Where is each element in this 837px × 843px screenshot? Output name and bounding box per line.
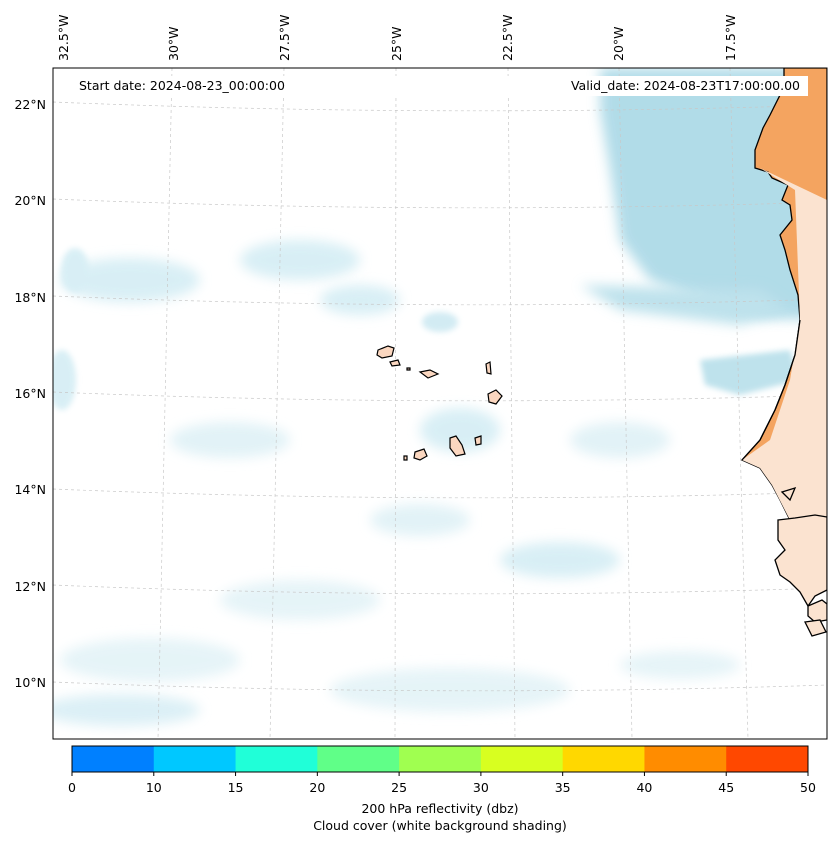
- colorbar-segment: [235, 746, 318, 772]
- gambia-river: [780, 486, 797, 502]
- lat-label-16n: 16°N: [14, 386, 46, 401]
- valid-date-label: Valid_date: 2024-08-23T17:00:00.00: [570, 78, 800, 93]
- colorbar-tick-label: 45: [718, 780, 735, 795]
- cloud-patch: [570, 422, 670, 458]
- grid-lat-14n: [53, 488, 827, 499]
- colorbar-segment: [644, 746, 727, 772]
- grid-lon-27.5w: [269, 68, 285, 739]
- island-boa-vista: [487, 389, 503, 405]
- lat-label-14n: 14°N: [14, 482, 46, 497]
- colorbar-tick-label: 35: [554, 780, 571, 795]
- lat-label-10n: 10°N: [14, 675, 46, 690]
- island-fogo: [413, 448, 428, 461]
- coastline-senegal: [741, 319, 801, 461]
- grid-lat-16n: [53, 391, 827, 402]
- cloud-patch: [53, 694, 200, 726]
- grid-lon-30w: [157, 68, 173, 739]
- lat-label-22n: 22°N: [14, 97, 46, 112]
- coast-guinea: [807, 599, 827, 623]
- grid-lat-22n: [53, 101, 827, 112]
- grid-lat-10n: [53, 681, 827, 692]
- grid-lat-20n: [53, 198, 827, 209]
- lat-label-18n: 18°N: [14, 290, 46, 305]
- cloud-patch: [170, 422, 290, 458]
- colorbar-tick-label: 10: [145, 780, 162, 795]
- map-frame: [52, 67, 828, 740]
- land-pale-shade: [742, 168, 827, 520]
- lon-label-17.5w: 17.5°W: [723, 14, 738, 61]
- grid-lon-17.5w: [729, 68, 749, 739]
- lat-label-20n: 20°N: [14, 193, 46, 208]
- grid-lat-18n: [53, 295, 827, 306]
- cloud-band-18n: [580, 285, 790, 325]
- cloud-patch: [60, 258, 200, 302]
- lon-label-25w: 25°W: [389, 26, 404, 61]
- start-date-label: Start date: 2024-08-23_00:00:00: [79, 78, 285, 93]
- cloud-patch: [370, 504, 470, 536]
- grid-lon-20w: [618, 68, 633, 739]
- cloud-patch: [422, 312, 458, 332]
- cloud-cover-shading: [53, 68, 827, 726]
- cloud-patch: [53, 350, 76, 410]
- island-brava: [403, 455, 408, 461]
- colorbar-tick-label: 25: [391, 780, 408, 795]
- colorbar: [71, 746, 809, 776]
- grid-lat-12n: [53, 584, 827, 595]
- colorbar-tick-label: 20: [309, 780, 326, 795]
- colorbar-segment: [399, 746, 482, 772]
- cloud-patch-16n: [700, 350, 800, 395]
- date-info-box: Start date: 2024-08-23_00:00:00 Valid_da…: [72, 76, 808, 96]
- grid-lon-32.5w: [48, 68, 52, 739]
- cloud-patch: [620, 651, 740, 679]
- cloud-patch: [61, 248, 89, 292]
- colorbar-label-cloud-cover: Cloud cover (white background shading): [313, 818, 567, 833]
- cloud-patch: [220, 580, 380, 620]
- grid-lon-25w: [394, 68, 397, 739]
- colorbar-tick-label: 50: [800, 780, 816, 795]
- island-santiago: [449, 435, 466, 457]
- colorbar-tick-label: 15: [227, 780, 244, 795]
- lon-label-32.5w: 32.5°W: [56, 14, 71, 61]
- lon-label-30w: 30°W: [166, 26, 181, 61]
- colorbar-frame: [71, 745, 809, 773]
- island-sal: [485, 361, 492, 375]
- colorbar-segment: [480, 746, 564, 772]
- island-santa-luzia: [406, 367, 411, 371]
- cape-verde-islands: [376, 345, 503, 461]
- coast-guinea-south: [804, 619, 827, 637]
- colorbar-tick-label: 40: [636, 780, 653, 795]
- colorbar-tick-label: 30: [472, 780, 489, 795]
- lon-label-27.5w: 27.5°W: [277, 14, 292, 61]
- island-sao-vicente: [389, 359, 401, 367]
- map-area: [48, 68, 827, 739]
- colorbar-segment: [562, 746, 645, 772]
- cloud-patch: [320, 285, 400, 315]
- lat-label-12n: 12°N: [14, 579, 46, 594]
- island-sao-nicolau: [418, 369, 440, 379]
- graticule: [48, 68, 827, 739]
- colorbar-label-reflectivity: 200 hPa reflectivity (dbz): [361, 801, 519, 816]
- africa-mainland: [740, 68, 827, 637]
- lon-label-22.5w: 22.5°W: [500, 14, 515, 61]
- lon-label-20w: 20°W: [611, 26, 626, 61]
- coast-guinea-bissau: [774, 514, 827, 608]
- island-maio: [474, 435, 482, 446]
- colorbar-segment: [72, 746, 155, 772]
- colorbar-segment: [726, 746, 809, 772]
- island-santo-antao: [376, 345, 395, 359]
- cloud-patch: [60, 638, 240, 682]
- colorbar-tick-label: 0: [68, 780, 76, 795]
- colorbar-segment: [317, 746, 400, 772]
- cloud-patch: [330, 668, 570, 712]
- cloud-patch: [500, 542, 620, 578]
- colorbar-segment: [153, 746, 237, 772]
- grid-lon-22.5w: [507, 68, 516, 739]
- cloud-patch: [240, 240, 360, 280]
